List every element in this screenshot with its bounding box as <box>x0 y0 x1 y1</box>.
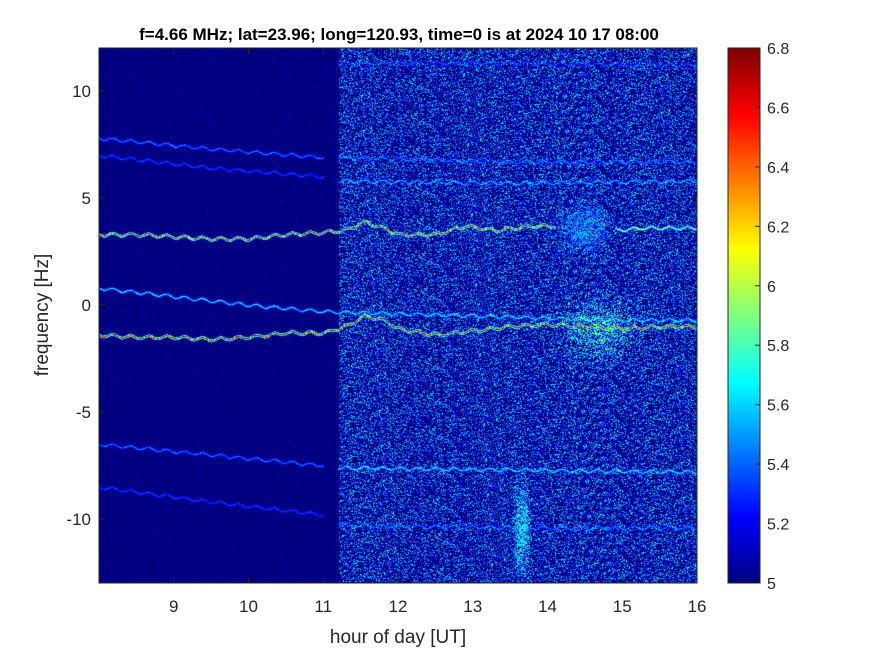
colorbar-tick-label: 5 <box>767 576 776 593</box>
y-axis-label: frequency [Hz] <box>32 254 53 377</box>
y-tick-label: 10 <box>72 82 91 101</box>
x-axis: 9 10 11 12 13 14 15 16 <box>169 48 706 616</box>
x-tick-label: 12 <box>389 597 408 616</box>
colorbar: 6.8 6.6 6.4 6.2 6 5.8 5.6 5.4 5.2 5 <box>727 41 789 593</box>
colorbar-gradient <box>728 48 760 583</box>
colorbar-tick-label: 6 <box>767 279 776 296</box>
colorbar-tick-label: 6.2 <box>767 219 789 236</box>
colorbar-tick-label: 6.6 <box>767 100 789 117</box>
x-tick-label: 15 <box>613 597 632 616</box>
colorbar-tick-label: 6.4 <box>767 160 789 177</box>
colorbar-tick-label: 5.2 <box>767 517 789 534</box>
plot-area <box>98 47 698 584</box>
x-tick-label: 13 <box>463 597 482 616</box>
y-tick-label: 5 <box>82 189 91 208</box>
x-tick-label: 9 <box>169 597 178 616</box>
y-tick-label: -10 <box>66 510 91 529</box>
y-axis: 10 5 0 -5 -10 <box>66 82 697 529</box>
colorbar-tick-label: 5.6 <box>767 398 789 415</box>
colorbar-ticks: 6.8 6.6 6.4 6.2 6 5.8 5.6 5.4 5.2 5 <box>755 41 789 593</box>
x-tick-label: 11 <box>314 597 332 616</box>
x-tick-label: 16 <box>688 597 707 616</box>
x-tick-label: 14 <box>538 597 557 616</box>
colorbar-tick-label: 5.4 <box>767 457 789 474</box>
y-tick-label: 0 <box>82 296 91 315</box>
heatmap-image <box>99 48 697 583</box>
chart-title: f=4.66 MHz; lat=23.96; long=120.93, time… <box>139 25 659 44</box>
colorbar-frame <box>727 47 761 584</box>
x-tick-label: 10 <box>239 597 258 616</box>
y-tick-label: -5 <box>76 403 91 422</box>
x-axis-label: hour of day [UT] <box>330 627 466 648</box>
colorbar-tick-label: 6.8 <box>767 41 789 58</box>
colorbar-tick-label: 5.8 <box>767 338 789 355</box>
